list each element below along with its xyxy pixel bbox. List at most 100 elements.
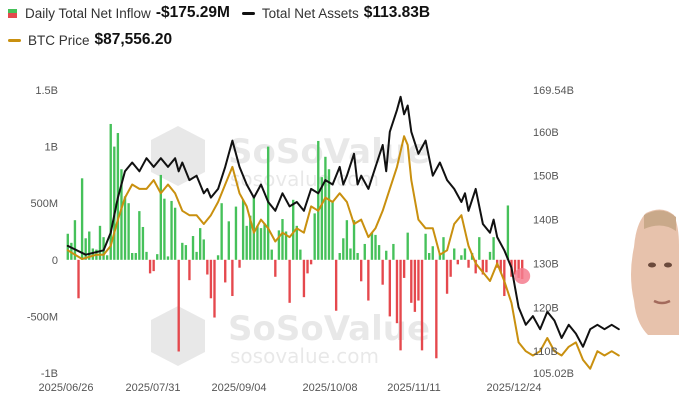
inflow-bar-positive[interactable] [249, 215, 252, 260]
inflow-bar-positive[interactable] [245, 225, 248, 260]
inflow-bar-positive[interactable] [109, 123, 112, 260]
inflow-bar-positive[interactable] [80, 178, 84, 260]
inflow-bar-positive[interactable] [184, 245, 188, 260]
inflow-bar-positive[interactable] [377, 245, 381, 260]
inflow-bar-negative[interactable] [231, 259, 234, 297]
inflow-bar-positive[interactable] [317, 140, 320, 260]
inflow-bar-negative[interactable] [435, 259, 438, 359]
inflow-bar-negative[interactable] [481, 259, 485, 275]
inflow-bar-negative[interactable] [224, 259, 227, 283]
inflow-bar-positive[interactable] [113, 146, 116, 260]
inflow-bar-negative[interactable] [395, 259, 399, 324]
inflow-bar-positive[interactable] [428, 253, 431, 260]
inflow-bar-negative[interactable] [420, 259, 424, 351]
inflow-bar-negative[interactable] [467, 259, 470, 268]
legend-item-total-net-assets[interactable]: Total Net Assets $113.83B [241, 4, 430, 22]
inflow-bar-positive[interactable] [156, 254, 159, 260]
inflow-bar-positive[interactable] [191, 236, 195, 260]
inflow-bar-positive[interactable] [338, 253, 341, 260]
inflow-bar-positive[interactable] [195, 251, 198, 260]
inflow-bar-positive[interactable] [120, 169, 123, 260]
inflow-bar-positive[interactable] [424, 233, 427, 260]
inflow-bar-positive[interactable] [492, 237, 495, 260]
inflow-bar-positive[interactable] [88, 231, 91, 260]
inflow-bar-positive[interactable] [324, 156, 327, 260]
inflow-bar-negative[interactable] [152, 259, 155, 272]
inflow-bar-positive[interactable] [145, 251, 148, 260]
inflow-bar-negative[interactable] [445, 259, 449, 294]
inflow-bar-positive[interactable] [263, 223, 266, 260]
inflow-bar-negative[interactable] [213, 259, 216, 318]
inflow-bar-negative[interactable] [177, 259, 180, 352]
inflow-bar-negative[interactable] [188, 259, 191, 281]
inflow-bar-positive[interactable] [277, 230, 281, 260]
inflow-bar-negative[interactable] [381, 259, 384, 285]
inflow-bar-positive[interactable] [284, 231, 288, 260]
inflow-bar-negative[interactable] [402, 259, 406, 278]
inflow-bar-positive[interactable] [73, 220, 77, 260]
inflow-bar-positive[interactable] [331, 200, 334, 260]
inflow-bar-positive[interactable] [134, 253, 137, 260]
total-net-assets-line[interactable] [66, 95, 620, 348]
inflow-bar-positive[interactable] [123, 196, 127, 260]
inflow-bar-positive[interactable] [220, 203, 223, 260]
inflow-bar-positive[interactable] [256, 225, 259, 260]
latest-point-marker[interactable] [514, 268, 531, 284]
inflow-bar-negative[interactable] [360, 259, 363, 282]
inflow-bar-positive[interactable] [98, 225, 102, 260]
inflow-bar-negative[interactable] [474, 259, 477, 274]
inflow-bar-positive[interactable] [406, 232, 409, 260]
inflow-bar-positive[interactable] [349, 248, 352, 260]
inflow-bar-negative[interactable] [456, 259, 459, 265]
inflow-bar-positive[interactable] [374, 234, 377, 260]
inflow-bar-positive[interactable] [241, 199, 245, 260]
inflow-bar-positive[interactable] [163, 198, 166, 260]
legend-item-btc-price[interactable]: BTC Price $87,556.20 [8, 31, 172, 49]
inflow-bar-negative[interactable] [274, 259, 277, 277]
inflow-bar-positive[interactable] [488, 251, 492, 260]
inflow-bar-positive[interactable] [199, 228, 202, 260]
inflow-bar-negative[interactable] [288, 259, 291, 303]
inflow-bar-positive[interactable] [460, 255, 463, 260]
inflow-bar-positive[interactable] [91, 248, 95, 260]
inflow-bar-positive[interactable] [84, 238, 87, 260]
inflow-bar-negative[interactable] [206, 259, 209, 275]
inflow-bar-positive[interactable] [453, 248, 456, 260]
inflow-bar-positive[interactable] [292, 199, 295, 260]
inflow-bar-negative[interactable] [209, 259, 213, 299]
inflow-bar-positive[interactable] [463, 248, 467, 260]
inflow-bar-positive[interactable] [259, 228, 263, 260]
inflow-bar-negative[interactable] [513, 259, 517, 275]
inflow-bar-positive[interactable] [138, 211, 141, 260]
inflow-bar-positive[interactable] [166, 256, 170, 260]
inflow-bar-negative[interactable] [309, 259, 313, 265]
inflow-bar-negative[interactable] [449, 259, 452, 277]
inflow-bar-positive[interactable] [281, 219, 284, 260]
inflow-bar-positive[interactable] [216, 255, 220, 260]
inflow-bar-positive[interactable] [299, 249, 302, 260]
inflow-bar-negative[interactable] [485, 259, 488, 273]
inflow-bar-negative[interactable] [367, 259, 370, 301]
inflow-bar-positive[interactable] [170, 200, 173, 260]
inflow-bar-negative[interactable] [77, 259, 80, 299]
inflow-bar-positive[interactable] [438, 253, 442, 260]
inflow-bar-positive[interactable] [385, 250, 388, 260]
inflow-bar-positive[interactable] [320, 177, 324, 260]
btc-price-line[interactable] [66, 135, 620, 370]
inflow-bar-negative[interactable] [417, 259, 420, 301]
inflow-bar-positive[interactable] [342, 238, 345, 260]
inflow-bar-negative[interactable] [399, 259, 402, 351]
inflow-bar-positive[interactable] [173, 207, 177, 260]
inflow-bar-positive[interactable] [506, 205, 510, 260]
inflow-bar-positive[interactable] [141, 226, 145, 260]
inflow-bar-positive[interactable] [105, 255, 109, 260]
inflow-bar-negative[interactable] [388, 259, 391, 317]
legend-item-daily-net-inflow[interactable]: Daily Total Net Inflow -$175.29M [8, 4, 230, 22]
inflow-bar-negative[interactable] [306, 259, 309, 274]
inflow-bar-positive[interactable] [431, 246, 434, 260]
inflow-bar-positive[interactable] [202, 239, 205, 260]
inflow-bar-positive[interactable] [352, 220, 356, 260]
inflow-bar-negative[interactable] [302, 259, 306, 298]
inflow-bar-positive[interactable] [234, 206, 238, 260]
inflow-bar-negative[interactable] [410, 259, 413, 303]
